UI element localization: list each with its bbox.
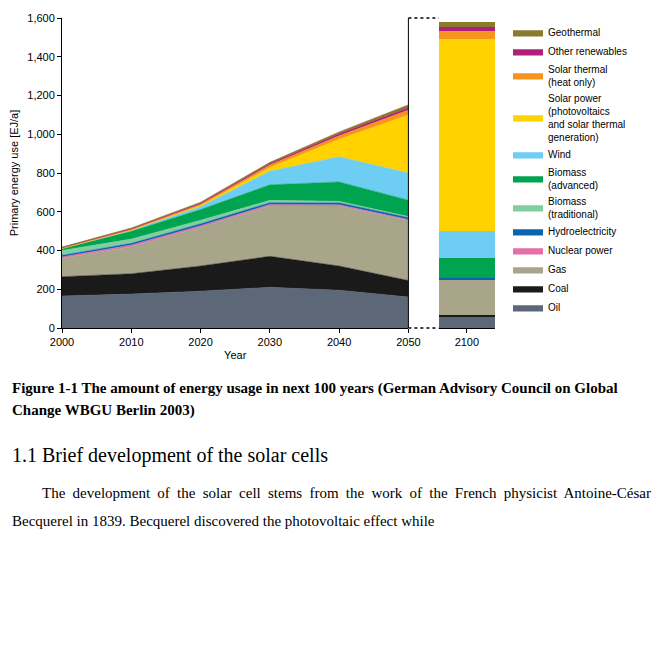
svg-text:2010: 2010 — [119, 336, 143, 348]
svg-text:Biomass(traditional): Biomass(traditional) — [548, 196, 598, 220]
svg-text:Hydroelectricity: Hydroelectricity — [548, 226, 616, 237]
svg-text:1,000: 1,000 — [27, 128, 55, 140]
svg-text:Gas: Gas — [548, 264, 566, 275]
svg-text:Biomass(advanced): Biomass(advanced) — [548, 167, 598, 191]
svg-text:1,200: 1,200 — [27, 89, 55, 101]
svg-text:Year: Year — [224, 349, 247, 361]
svg-text:Wind: Wind — [548, 149, 571, 160]
svg-text:Nuclear power: Nuclear power — [548, 245, 613, 256]
html-text:Figure 1-1 The amount of energ: Figure 1-1 The amount of energy usage in… — [12, 380, 618, 418]
svg-text:1,400: 1,400 — [27, 51, 55, 63]
svg-text:Primary energy use [EJ/a]: Primary energy use [EJ/a] — [8, 110, 20, 237]
svg-text:Other renewables: Other renewables — [548, 46, 627, 57]
svg-text:Geothermal: Geothermal — [548, 27, 600, 38]
svg-text:2100: 2100 — [455, 336, 479, 348]
svg-text:Solar thermal(heat only): Solar thermal(heat only) — [548, 64, 607, 88]
svg-text:2040: 2040 — [327, 336, 351, 348]
svg-text:Solar power(photovoltaicsand s: Solar power(photovoltaicsand solar therm… — [548, 93, 625, 143]
svg-text:1,600: 1,600 — [27, 12, 55, 24]
svg-text:Oil: Oil — [548, 302, 560, 313]
svg-text:0: 0 — [49, 322, 55, 334]
html-text:1.1 Brief development of the s: 1.1 Brief development of the solar cells — [12, 443, 328, 466]
svg-text:2000: 2000 — [50, 336, 74, 348]
svg-text:400: 400 — [36, 244, 54, 256]
svg-text:Coal: Coal — [548, 283, 569, 294]
svg-text:200: 200 — [36, 283, 54, 295]
svg-text:2050: 2050 — [396, 336, 420, 348]
svg-text:2030: 2030 — [258, 336, 282, 348]
svg-text:600: 600 — [36, 206, 54, 218]
svg-text:2020: 2020 — [188, 336, 212, 348]
svg-text:800: 800 — [36, 167, 54, 179]
html-text:The development of the solar c: The development of the solar cell stems … — [12, 484, 651, 529]
